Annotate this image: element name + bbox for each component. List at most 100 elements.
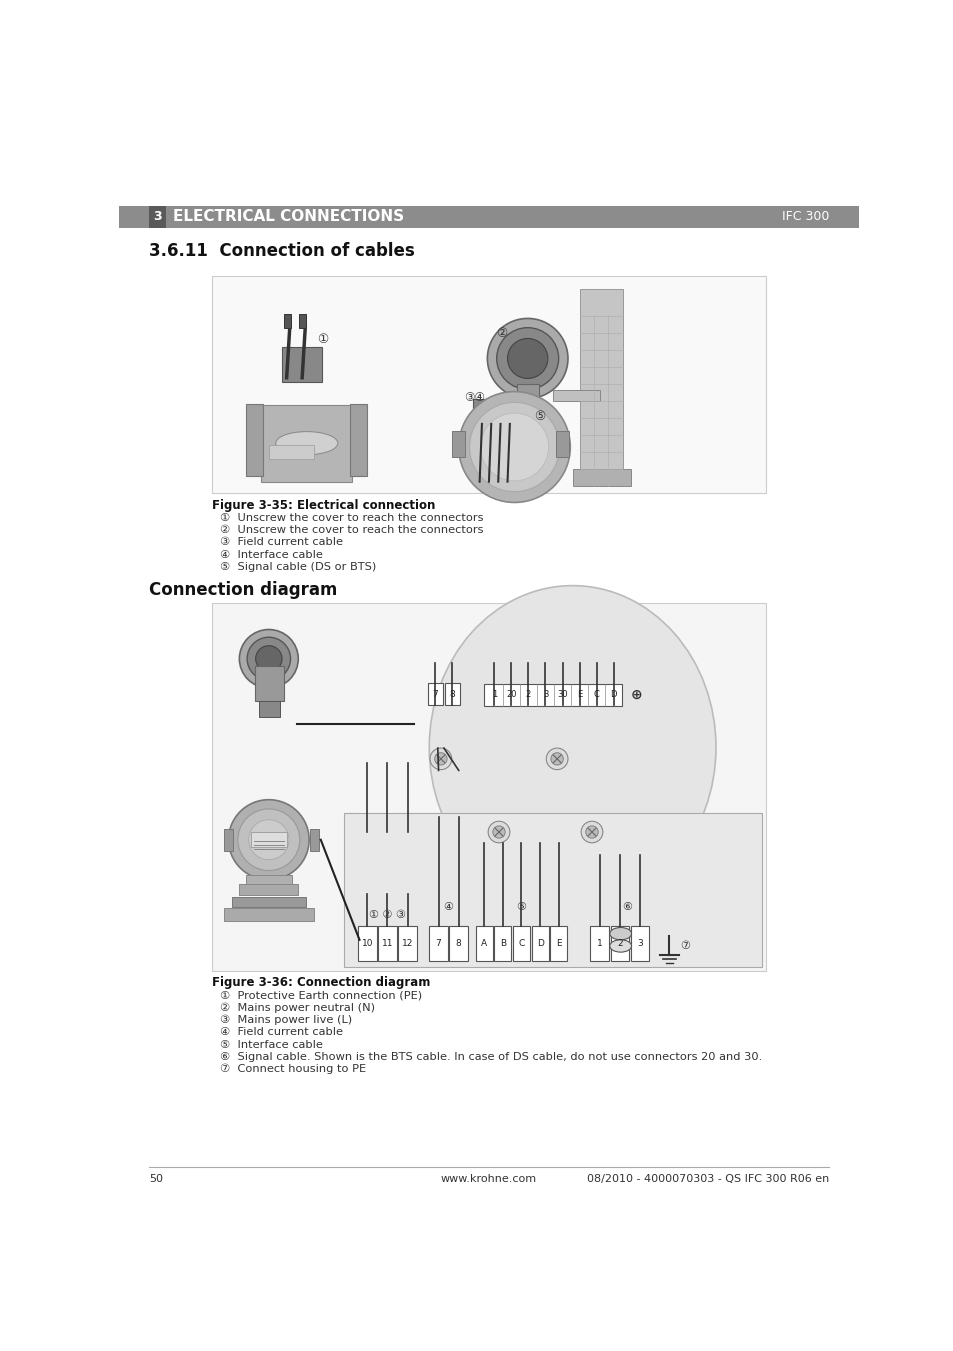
Text: Connection diagram: Connection diagram [149, 581, 336, 600]
Bar [630, 925, 649, 962]
Text: 08/2010 - 4000070303 - QS IFC 300 R06 en: 08/2010 - 4000070303 - QS IFC 300 R06 en [586, 1174, 828, 1183]
Bar [517, 384, 537, 401]
Text: 7: 7 [436, 939, 441, 948]
Circle shape [550, 753, 562, 765]
Text: 11: 11 [381, 939, 393, 948]
Text: 1: 1 [491, 690, 497, 700]
Bar [553, 390, 599, 401]
Text: ②  Mains power neutral (N): ② Mains power neutral (N) [220, 1002, 375, 1013]
Text: ⑥  Signal cable. Shown is the BTS cable. In case of DS cable, do not use connect: ⑥ Signal cable. Shown is the BTS cable. … [220, 1052, 761, 1062]
Bar [444, 684, 459, 705]
Text: ①: ① [316, 332, 328, 346]
Circle shape [487, 319, 567, 399]
Text: ④: ④ [443, 902, 453, 912]
Text: ⑤  Interface cable: ⑤ Interface cable [220, 1039, 322, 1050]
Text: ②  Unscrew the cover to reach the connectors: ② Unscrew the cover to reach the connect… [220, 526, 483, 535]
Bar [269, 444, 314, 458]
Circle shape [255, 646, 282, 671]
Bar [610, 925, 629, 962]
Bar [298, 313, 306, 328]
Bar [357, 925, 376, 962]
Circle shape [580, 821, 602, 843]
Text: ⑤: ⑤ [516, 902, 526, 912]
Text: 1: 1 [597, 939, 602, 948]
Circle shape [497, 328, 558, 389]
Ellipse shape [275, 431, 337, 455]
Bar [513, 925, 530, 962]
Text: IFC 300: IFC 300 [781, 211, 828, 223]
Bar [579, 289, 622, 482]
Bar [397, 925, 416, 962]
Text: Figure 3-35: Electrical connection: Figure 3-35: Electrical connection [212, 499, 436, 512]
Bar [283, 313, 291, 328]
Text: ELECTRICAL CONNECTIONS: ELECTRICAL CONNECTIONS [173, 209, 404, 224]
Bar [232, 897, 306, 908]
Bar [258, 701, 280, 716]
Text: 7: 7 [432, 690, 437, 698]
Text: Figure 3-36: Connection diagram: Figure 3-36: Connection diagram [212, 975, 430, 989]
Text: 3.6.11  Connection of cables: 3.6.11 Connection of cables [149, 242, 414, 259]
Circle shape [430, 748, 452, 770]
Bar [531, 925, 548, 962]
Bar [245, 875, 292, 885]
Text: 20: 20 [506, 690, 517, 700]
Text: 8: 8 [449, 690, 455, 698]
Text: 3: 3 [542, 690, 548, 700]
Text: A: A [480, 939, 487, 948]
Bar [494, 925, 511, 962]
Bar [149, 205, 166, 227]
Text: 50: 50 [149, 1174, 163, 1183]
Circle shape [435, 753, 447, 765]
Text: ⑦: ⑦ [679, 942, 689, 951]
Text: ⊕: ⊕ [630, 688, 641, 703]
Text: 12: 12 [401, 939, 413, 948]
Bar [476, 925, 493, 962]
Text: D: D [537, 939, 543, 948]
Ellipse shape [609, 928, 631, 940]
Bar [427, 684, 443, 705]
Ellipse shape [429, 585, 716, 909]
Bar [344, 813, 761, 967]
Bar [212, 603, 765, 970]
Bar [556, 431, 568, 457]
Bar [429, 925, 447, 962]
Circle shape [249, 820, 289, 859]
Bar [261, 405, 352, 482]
Text: 10: 10 [361, 939, 373, 948]
Text: ①  Protective Earth connection (PE): ① Protective Earth connection (PE) [220, 990, 421, 1000]
Bar [239, 885, 298, 896]
Bar [377, 925, 396, 962]
Text: ④  Field current cable: ④ Field current cable [220, 1027, 343, 1038]
Bar [550, 925, 567, 962]
Text: C: C [517, 939, 524, 948]
Bar [254, 666, 284, 701]
Circle shape [507, 339, 547, 378]
Text: ④  Interface cable: ④ Interface cable [220, 550, 322, 559]
Bar [590, 925, 608, 962]
Bar [224, 908, 314, 920]
Text: ②: ② [496, 327, 506, 339]
Text: 3: 3 [152, 211, 161, 223]
Text: C: C [593, 690, 598, 700]
Circle shape [469, 403, 558, 492]
Text: D: D [610, 690, 617, 700]
Bar [212, 276, 765, 493]
Bar [224, 830, 233, 851]
Text: ① ② ③: ① ② ③ [369, 911, 405, 920]
Text: ⑤  Signal cable (DS or BTS): ⑤ Signal cable (DS or BTS) [220, 562, 375, 571]
Text: ③  Field current cable: ③ Field current cable [220, 538, 343, 547]
Text: B: B [499, 939, 505, 948]
Circle shape [239, 630, 298, 688]
Circle shape [585, 825, 598, 838]
Bar [282, 347, 322, 381]
Text: 2: 2 [617, 939, 622, 948]
Text: ⑥: ⑥ [622, 902, 632, 912]
Text: ③④: ③④ [463, 392, 484, 404]
Circle shape [247, 638, 291, 681]
Bar [472, 400, 526, 424]
Circle shape [480, 413, 548, 481]
Text: ③  Mains power live (L): ③ Mains power live (L) [220, 1015, 352, 1025]
Ellipse shape [609, 940, 631, 952]
Bar [484, 684, 621, 705]
Bar [350, 404, 367, 476]
